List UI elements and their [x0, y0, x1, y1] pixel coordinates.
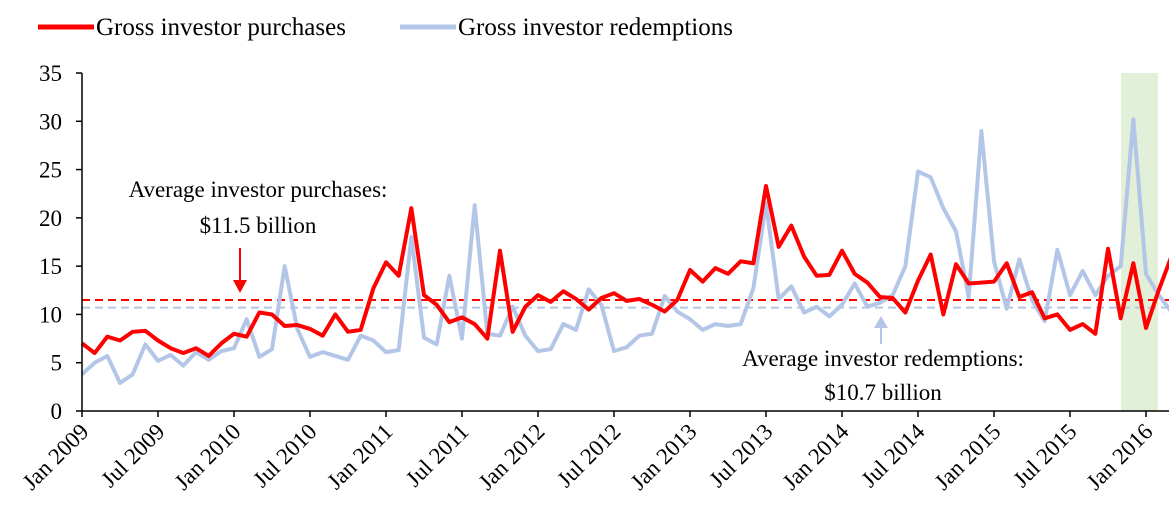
series-line: [80, 183, 1169, 358]
annotation: $10.7 billion: [824, 380, 942, 405]
x-tick-label: Jul 2010: [248, 419, 321, 492]
x-tick-label: Jul 2011: [401, 419, 474, 492]
x-tick-label: Jul 2013: [704, 419, 777, 492]
annotation: Average investor redemptions:: [742, 346, 1024, 371]
shaded-period: [1121, 73, 1158, 411]
x-tick-label: Jan 2011: [322, 419, 397, 494]
x-tick-label: Jan 2014: [778, 419, 854, 495]
y-tick-label: 25: [39, 158, 62, 183]
x-tick-label: Jul 2015: [1008, 419, 1081, 492]
y-tick-label: 5: [51, 351, 63, 376]
x-tick-label: Jan 2010: [170, 419, 246, 495]
x-tick-label: Jul 2012: [552, 419, 625, 492]
y-tick-label: 15: [39, 254, 62, 279]
x-tick-label: Jan 2015: [930, 419, 1006, 495]
y-tick-label: 20: [39, 206, 62, 231]
legend-label: Gross investor purchases: [96, 14, 346, 41]
legend-label: Gross investor redemptions: [458, 14, 733, 41]
purchase-arrowhead: [233, 280, 247, 293]
x-tick-label: Jul 2014: [856, 419, 930, 493]
y-tick-label: 35: [39, 61, 62, 86]
redemption-arrowhead: [874, 316, 888, 328]
x-tick-label: Jan 2012: [474, 419, 550, 495]
x-tick-label: Jan 2013: [626, 419, 702, 495]
x-tick-label: Jan 2016: [1082, 419, 1158, 495]
annotation: Average investor purchases:: [129, 177, 388, 202]
x-tick-label: Jul 2009: [96, 419, 169, 492]
y-tick-label: 0: [51, 399, 63, 424]
x-tick-label: Jan 2009: [18, 419, 94, 495]
y-tick-label: 10: [39, 302, 62, 327]
annotation: $11.5 billion: [200, 213, 317, 238]
y-tick-label: 30: [39, 109, 62, 134]
series-line: [80, 117, 1169, 385]
